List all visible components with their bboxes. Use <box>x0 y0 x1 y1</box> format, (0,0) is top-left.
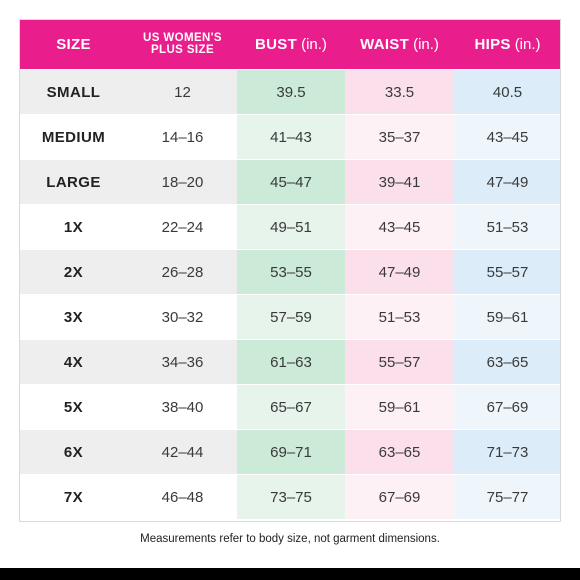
cell-hips: 51–53 <box>454 204 561 249</box>
cell-us: 38–40 <box>128 384 237 429</box>
cell-waist: 35–37 <box>345 114 454 159</box>
cell-us: 42–44 <box>128 429 237 474</box>
header-waist-label: WAIST <box>360 35 410 53</box>
header-bust-label: BUST <box>255 35 298 53</box>
cell-hips: 71–73 <box>454 429 561 474</box>
cell-waist: 63–65 <box>345 429 454 474</box>
cell-size: 5X <box>19 384 128 429</box>
cell-size: LARGE <box>19 159 128 204</box>
cell-size: 6X <box>19 429 128 474</box>
cell-size: 4X <box>19 339 128 384</box>
cell-waist: 59–61 <box>345 384 454 429</box>
cell-waist: 39–41 <box>345 159 454 204</box>
cell-bust: 73–75 <box>237 474 345 519</box>
cell-bust: 45–47 <box>237 159 345 204</box>
header-size: SIZE <box>19 19 128 69</box>
size-chart-table: SIZE US WOMEN'S PLUS SIZE BUST (in.) WAI… <box>19 19 561 519</box>
cell-waist: 67–69 <box>345 474 454 519</box>
cell-size: 3X <box>19 294 128 339</box>
cell-bust: 41–43 <box>237 114 345 159</box>
cell-bust: 65–67 <box>237 384 345 429</box>
cell-waist: 51–53 <box>345 294 454 339</box>
header-us-line2: PLUS SIZE <box>150 44 215 56</box>
cell-waist: 43–45 <box>345 204 454 249</box>
cell-bust: 53–55 <box>237 249 345 294</box>
cell-bust: 69–71 <box>237 429 345 474</box>
header-waist: WAIST (in.) <box>345 19 454 69</box>
header-us-size: US WOMEN'S PLUS SIZE <box>128 19 237 69</box>
cell-bust: 57–59 <box>237 294 345 339</box>
cell-size: 2X <box>19 249 128 294</box>
header-hips-label: HIPS <box>474 35 511 53</box>
cell-size: MEDIUM <box>19 114 128 159</box>
cell-hips: 75–77 <box>454 474 561 519</box>
cell-us: 22–24 <box>128 204 237 249</box>
footnote: Measurements refer to body size, not gar… <box>140 533 440 545</box>
bottom-black-bar <box>0 568 580 580</box>
cell-hips: 59–61 <box>454 294 561 339</box>
cell-size: 7X <box>19 474 128 519</box>
cell-size: SMALL <box>19 69 128 114</box>
cell-hips: 63–65 <box>454 339 561 384</box>
header-waist-unit: (in.) <box>413 35 439 53</box>
cell-hips: 55–57 <box>454 249 561 294</box>
cell-us: 26–28 <box>128 249 237 294</box>
cell-us: 18–20 <box>128 159 237 204</box>
header-size-label: SIZE <box>56 35 91 53</box>
cell-us: 12 <box>128 69 237 114</box>
cell-hips: 40.5 <box>454 69 561 114</box>
cell-hips: 47–49 <box>454 159 561 204</box>
header-hips: HIPS (in.) <box>454 19 561 69</box>
cell-waist: 47–49 <box>345 249 454 294</box>
cell-us: 34–36 <box>128 339 237 384</box>
cell-size: 1X <box>19 204 128 249</box>
header-hips-unit: (in.) <box>514 35 541 53</box>
cell-hips: 43–45 <box>454 114 561 159</box>
header-us-line1: US WOMEN'S <box>143 32 222 44</box>
cell-us: 46–48 <box>128 474 237 519</box>
cell-bust: 61–63 <box>237 339 345 384</box>
cell-hips: 67–69 <box>454 384 561 429</box>
cell-waist: 55–57 <box>345 339 454 384</box>
cell-bust: 49–51 <box>237 204 345 249</box>
cell-us: 30–32 <box>128 294 237 339</box>
header-bust-unit: (in.) <box>301 35 327 53</box>
header-bust: BUST (in.) <box>237 19 345 69</box>
cell-us: 14–16 <box>128 114 237 159</box>
cell-bust: 39.5 <box>237 69 345 114</box>
cell-waist: 33.5 <box>345 69 454 114</box>
